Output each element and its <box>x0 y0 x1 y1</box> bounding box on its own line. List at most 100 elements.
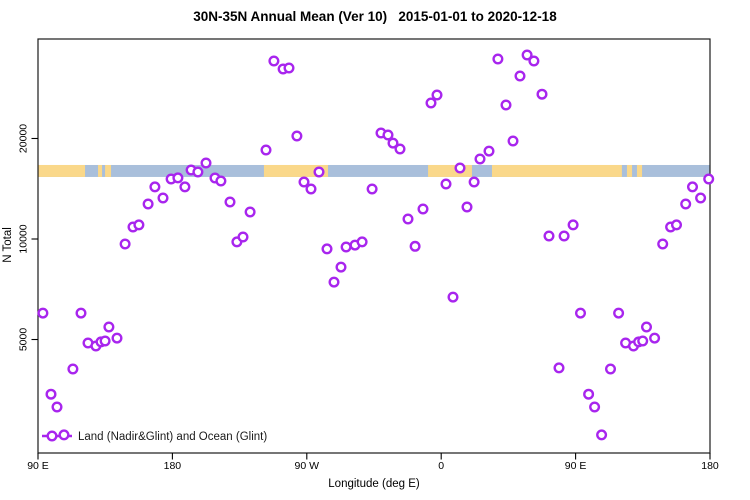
data-point <box>474 153 486 165</box>
data-point <box>500 99 512 111</box>
x-tick-label: 0 <box>438 460 444 472</box>
data-point <box>305 183 317 195</box>
map-strip-land <box>428 164 472 177</box>
map-strip-land <box>636 164 643 177</box>
data-point <box>461 201 473 213</box>
data-point <box>553 362 565 374</box>
data-point <box>142 198 154 210</box>
data-point <box>268 55 280 67</box>
data-point <box>605 363 617 375</box>
data-point <box>328 276 340 288</box>
data-point <box>237 231 249 243</box>
x-tick-label: 180 <box>164 460 182 472</box>
data-point <box>447 291 459 303</box>
data-point <box>119 238 131 250</box>
data-point <box>149 181 161 193</box>
data-point <box>224 196 236 208</box>
data-point <box>613 307 625 319</box>
data-point <box>244 206 256 218</box>
data-point <box>45 388 57 400</box>
data-point <box>387 137 399 149</box>
data-point <box>528 55 540 67</box>
data-point <box>366 183 378 195</box>
legend-label: Land (Nadir&Glint) and Ocean (Glint) <box>78 431 267 443</box>
data-point <box>99 335 111 347</box>
data-point <box>671 219 683 231</box>
data-point <box>179 181 191 193</box>
data-point <box>335 261 347 273</box>
data-point <box>507 135 519 147</box>
data-point <box>567 219 579 231</box>
chart-title: 30N-35N Annual Mean (Ver 10) 2015-01-01 … <box>193 9 557 24</box>
data-point <box>425 97 437 109</box>
map-strip-land <box>98 164 103 177</box>
data-point <box>536 88 548 100</box>
x-tick-label: 90 W <box>295 460 320 472</box>
y-axis-label: N Total <box>2 227 14 263</box>
map-strip-ocean <box>38 164 710 177</box>
data-point <box>409 240 421 252</box>
data-point <box>283 62 295 74</box>
data-point <box>543 230 555 242</box>
x-axis-label: Longitude (deg E) <box>328 478 420 490</box>
data-point <box>67 363 79 375</box>
data-point <box>298 176 310 188</box>
data-point <box>192 166 204 178</box>
map-strip-land <box>491 164 622 177</box>
data-point <box>492 53 504 65</box>
legend-point <box>46 430 58 442</box>
generated-plot-elements: 90 E 180 90 W 0 90 E 180 20000 10000 5000 <box>18 38 719 472</box>
x-tick-label: 90 E <box>565 460 587 472</box>
map-strip-land <box>38 164 86 177</box>
data-point <box>260 144 272 156</box>
data-point <box>483 145 495 157</box>
data-point <box>680 198 692 210</box>
data-point <box>417 203 429 215</box>
data-point <box>431 89 443 101</box>
map-strip-land <box>105 164 112 177</box>
data-point <box>200 157 212 169</box>
data-point <box>291 130 303 142</box>
data-point <box>394 143 406 155</box>
data-point <box>313 166 325 178</box>
data-point <box>340 241 352 253</box>
data-point <box>589 401 601 413</box>
data-point <box>687 181 699 193</box>
map-strip-land <box>263 164 329 177</box>
data-point <box>703 173 715 185</box>
data-point <box>641 321 653 333</box>
data-point <box>521 49 533 61</box>
data-point <box>75 307 87 319</box>
y-tick-label: 5000 <box>18 328 30 352</box>
data-point <box>103 321 115 333</box>
data-point <box>637 335 649 347</box>
data-point <box>321 243 333 255</box>
data-point <box>215 175 227 187</box>
data-point <box>172 172 184 184</box>
x-tick-label: 90 E <box>27 460 49 472</box>
data-point <box>37 307 49 319</box>
data-point <box>157 192 169 204</box>
data-point <box>558 230 570 242</box>
data-point <box>596 429 608 441</box>
map-strip-land <box>626 164 633 177</box>
data-point <box>382 129 394 141</box>
data-point <box>58 429 70 441</box>
data-point <box>649 332 661 344</box>
plot-border <box>37 38 711 454</box>
y-tick-label: 10000 <box>18 224 30 253</box>
data-point <box>51 401 63 413</box>
y-tick-label: 20000 <box>18 124 30 153</box>
data-point <box>657 238 669 250</box>
data-point <box>514 70 526 82</box>
data-point <box>454 162 466 174</box>
data-point <box>356 236 368 248</box>
x-tick-label: 180 <box>701 460 719 472</box>
data-point <box>695 192 707 204</box>
data-point <box>468 176 480 188</box>
data-point <box>575 307 587 319</box>
data-point <box>402 213 414 225</box>
data-point <box>133 219 145 231</box>
